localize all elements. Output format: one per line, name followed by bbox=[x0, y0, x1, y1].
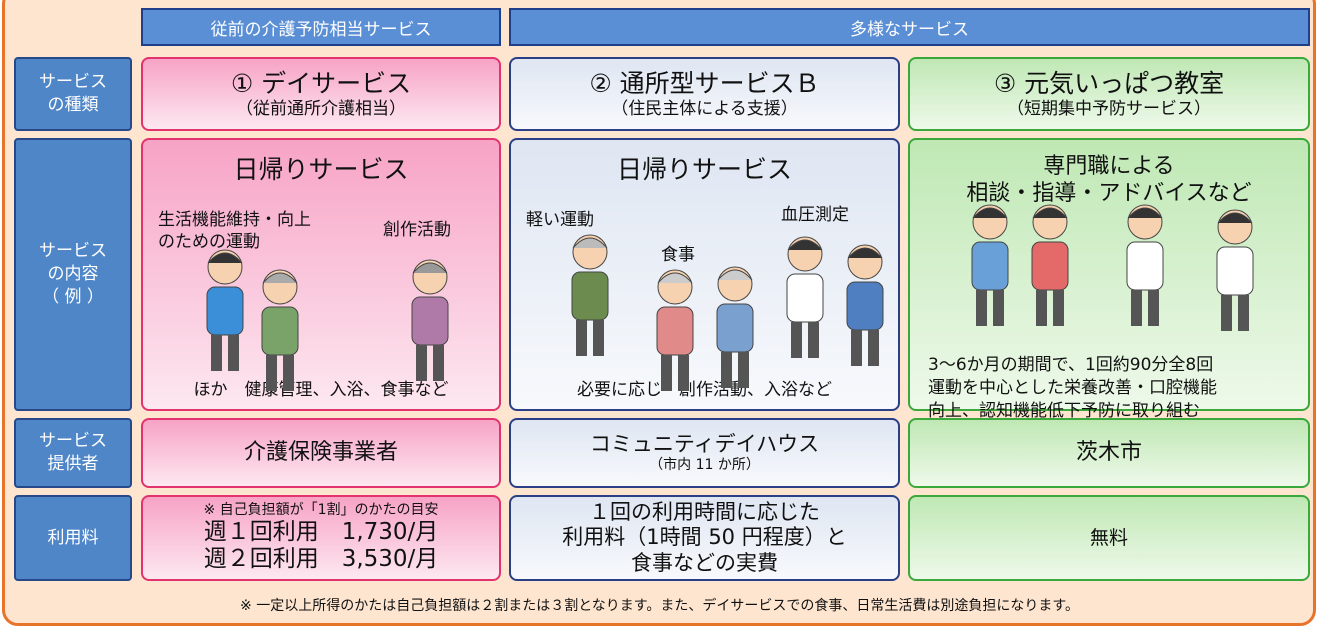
cell-text: （従前通所介護相当） bbox=[236, 98, 406, 119]
cell-text: 週２回利用 3,530/月 bbox=[203, 546, 439, 573]
caption: 生活機能維持・向上 bbox=[158, 210, 311, 230]
illustration bbox=[786, 236, 824, 358]
row-label-line: の種類 bbox=[47, 95, 99, 115]
row-label-line: の内容 bbox=[47, 264, 99, 285]
illustration bbox=[261, 269, 299, 391]
caption: のための運動 bbox=[158, 232, 260, 252]
row-label: 利用料 bbox=[14, 495, 132, 581]
cell-text: ② 通所型サービスＢ bbox=[589, 68, 820, 98]
cell: １回の利用時間に応じた 利用料（1時間 50 円程度）と 食事などの実費 bbox=[509, 495, 900, 581]
note: ほか 健康管理、入浴、食事など bbox=[193, 380, 449, 400]
cell-text: 食事などの実費 bbox=[631, 550, 778, 575]
cell: 無料 bbox=[908, 495, 1310, 581]
footnote: ※ 一定以上所得のかたは自己負担額は２割または３割となります。また、デイサービス… bbox=[240, 598, 1079, 614]
illustration bbox=[1031, 204, 1069, 326]
cell: コミュニティデイハウス （市内 11 か所） bbox=[509, 418, 900, 488]
illustration bbox=[1126, 204, 1164, 326]
column-header: 従前の介護予防相当サービス bbox=[141, 8, 501, 46]
cell-text: 介護保険事業者 bbox=[243, 439, 398, 465]
column-header: 多様なサービス bbox=[509, 8, 1310, 46]
cell-text: １回の利用時間に応じた bbox=[589, 500, 820, 525]
illustration bbox=[571, 234, 609, 356]
cell: 介護保険事業者 bbox=[141, 418, 501, 488]
cell-text: コミュニティデイハウス bbox=[589, 432, 820, 456]
cell-text: （市内 11 か所） bbox=[649, 457, 760, 474]
row-label-line: サービス bbox=[39, 431, 107, 452]
row-label-line: 提供者 bbox=[47, 454, 99, 474]
cell-title: 日帰りサービス bbox=[233, 155, 409, 184]
cell-text: ※ 自己負担額が「1割」のかたの目安 bbox=[203, 502, 439, 518]
illustration bbox=[971, 204, 1009, 326]
cell-text: 無料 bbox=[1089, 526, 1128, 549]
illustration bbox=[656, 269, 694, 391]
cell-title: 専門職による bbox=[1043, 154, 1175, 179]
note: 運動を中心とした栄養改善・口腔機能 bbox=[928, 378, 1217, 398]
caption: 軽い運動 bbox=[526, 210, 594, 230]
cell: ① デイサービス （従前通所介護相当） bbox=[141, 57, 501, 131]
note: 3～6か月の期間で、1回約90分全8回 bbox=[928, 355, 1214, 375]
row-label: サービス 提供者 bbox=[14, 418, 132, 488]
cell: 日帰りサービス軽い運動食事 血圧測定必要に応じ 創作活動、入浴など bbox=[509, 138, 900, 411]
row-label-line: （ 例 ） bbox=[42, 286, 104, 307]
illustration bbox=[206, 249, 244, 371]
note: 向上、認知機能低下予防に取り組む bbox=[928, 401, 1200, 421]
row-label-line: 利用料 bbox=[47, 527, 99, 548]
cell: ② 通所型サービスＢ （住民主体による支援） bbox=[509, 57, 900, 131]
illustration bbox=[411, 259, 449, 381]
cell-title: 日帰りサービス bbox=[616, 155, 792, 184]
row-label-line: サービス bbox=[39, 72, 107, 93]
cell-text: ① デイサービス bbox=[230, 68, 412, 98]
cell-text: ③ 元気いっぱつ教室 bbox=[993, 68, 1225, 98]
note: 必要に応じ 創作活動、入浴など bbox=[577, 380, 832, 400]
caption: 血圧測定 bbox=[781, 205, 849, 225]
cell-text: 週１回利用 1,730/月 bbox=[203, 518, 439, 545]
cell-title: 相談・指導・アドバイスなど bbox=[966, 181, 1252, 206]
caption: 食事 bbox=[661, 245, 695, 265]
cell-text: 利用料（1時間 50 円程度）と bbox=[562, 525, 847, 550]
cell-text: 茨木市 bbox=[1075, 439, 1142, 465]
illustration bbox=[716, 266, 754, 388]
cell: ※ 自己負担額が「1割」のかたの目安 週１回利用 1,730/月 週２回利用 3,5… bbox=[141, 495, 501, 581]
cell-text: （住民主体による支援） bbox=[611, 98, 798, 119]
row-label: サービス の種類 bbox=[14, 57, 132, 131]
caption: 創作活動 bbox=[383, 220, 451, 240]
row-label: サービス の内容（ 例 ） bbox=[14, 138, 132, 411]
illustration bbox=[846, 244, 884, 366]
row-label-line: サービス bbox=[39, 241, 107, 262]
cell-text: （短期集中予防サービス） bbox=[1007, 98, 1211, 119]
cell: ③ 元気いっぱつ教室 （短期集中予防サービス） bbox=[908, 57, 1310, 131]
illustration bbox=[1216, 209, 1254, 331]
cell: 茨木市 bbox=[908, 418, 1310, 488]
